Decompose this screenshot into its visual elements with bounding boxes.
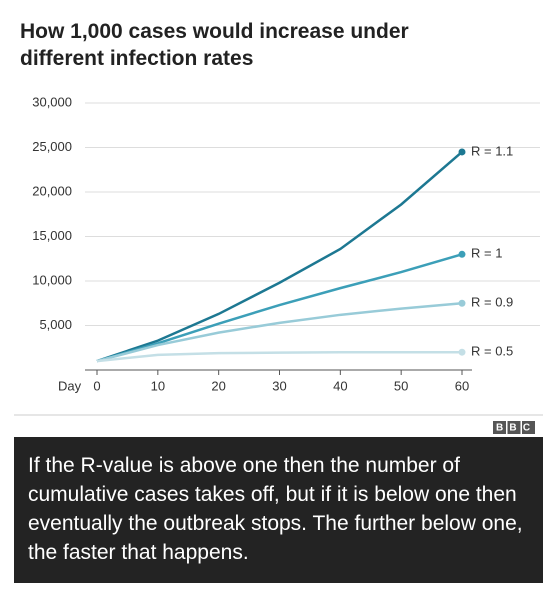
end-marker (458, 148, 466, 156)
source-logo: BBC (493, 421, 536, 434)
series-label: R = 1.1 (471, 143, 513, 158)
y-tick-label: 10,000 (32, 272, 72, 287)
end-marker (458, 250, 466, 258)
x-tick-label: 20 (211, 378, 225, 393)
y-tick-label: 15,000 (32, 228, 72, 243)
x-tick-label: 50 (394, 378, 408, 393)
series-line (96, 253, 463, 363)
x-tick-label: 60 (455, 378, 469, 393)
chart-title: How 1,000 cases would increase under dif… (20, 20, 409, 70)
x-tick-label: 30 (272, 378, 286, 393)
end-marker (458, 348, 466, 356)
series-line (96, 151, 463, 363)
y-tick-label: 20,000 (32, 183, 72, 198)
y-tick-label: 5,000 (39, 317, 72, 332)
series-label: R = 0.5 (471, 344, 513, 359)
series-label: R = 0.9 (471, 295, 513, 310)
series-label: R = 1 (471, 246, 502, 261)
series-line (96, 302, 463, 363)
logo-box (522, 421, 535, 434)
x-tick-label: 0 (93, 378, 100, 393)
logo-box (507, 421, 521, 434)
series-line (96, 350, 462, 363)
x-axis-label: Day (58, 378, 82, 393)
y-tick-label: 25,000 (32, 139, 72, 154)
y-tick-label: 30,000 (32, 94, 72, 109)
source: BBC (496, 423, 536, 434)
caption: If the R-value is above one then the num… (14, 437, 543, 583)
end-marker (458, 299, 466, 307)
x-tick-label: 10 (151, 378, 165, 393)
logo-box (493, 421, 506, 434)
x-tick-label: 40 (333, 378, 347, 393)
